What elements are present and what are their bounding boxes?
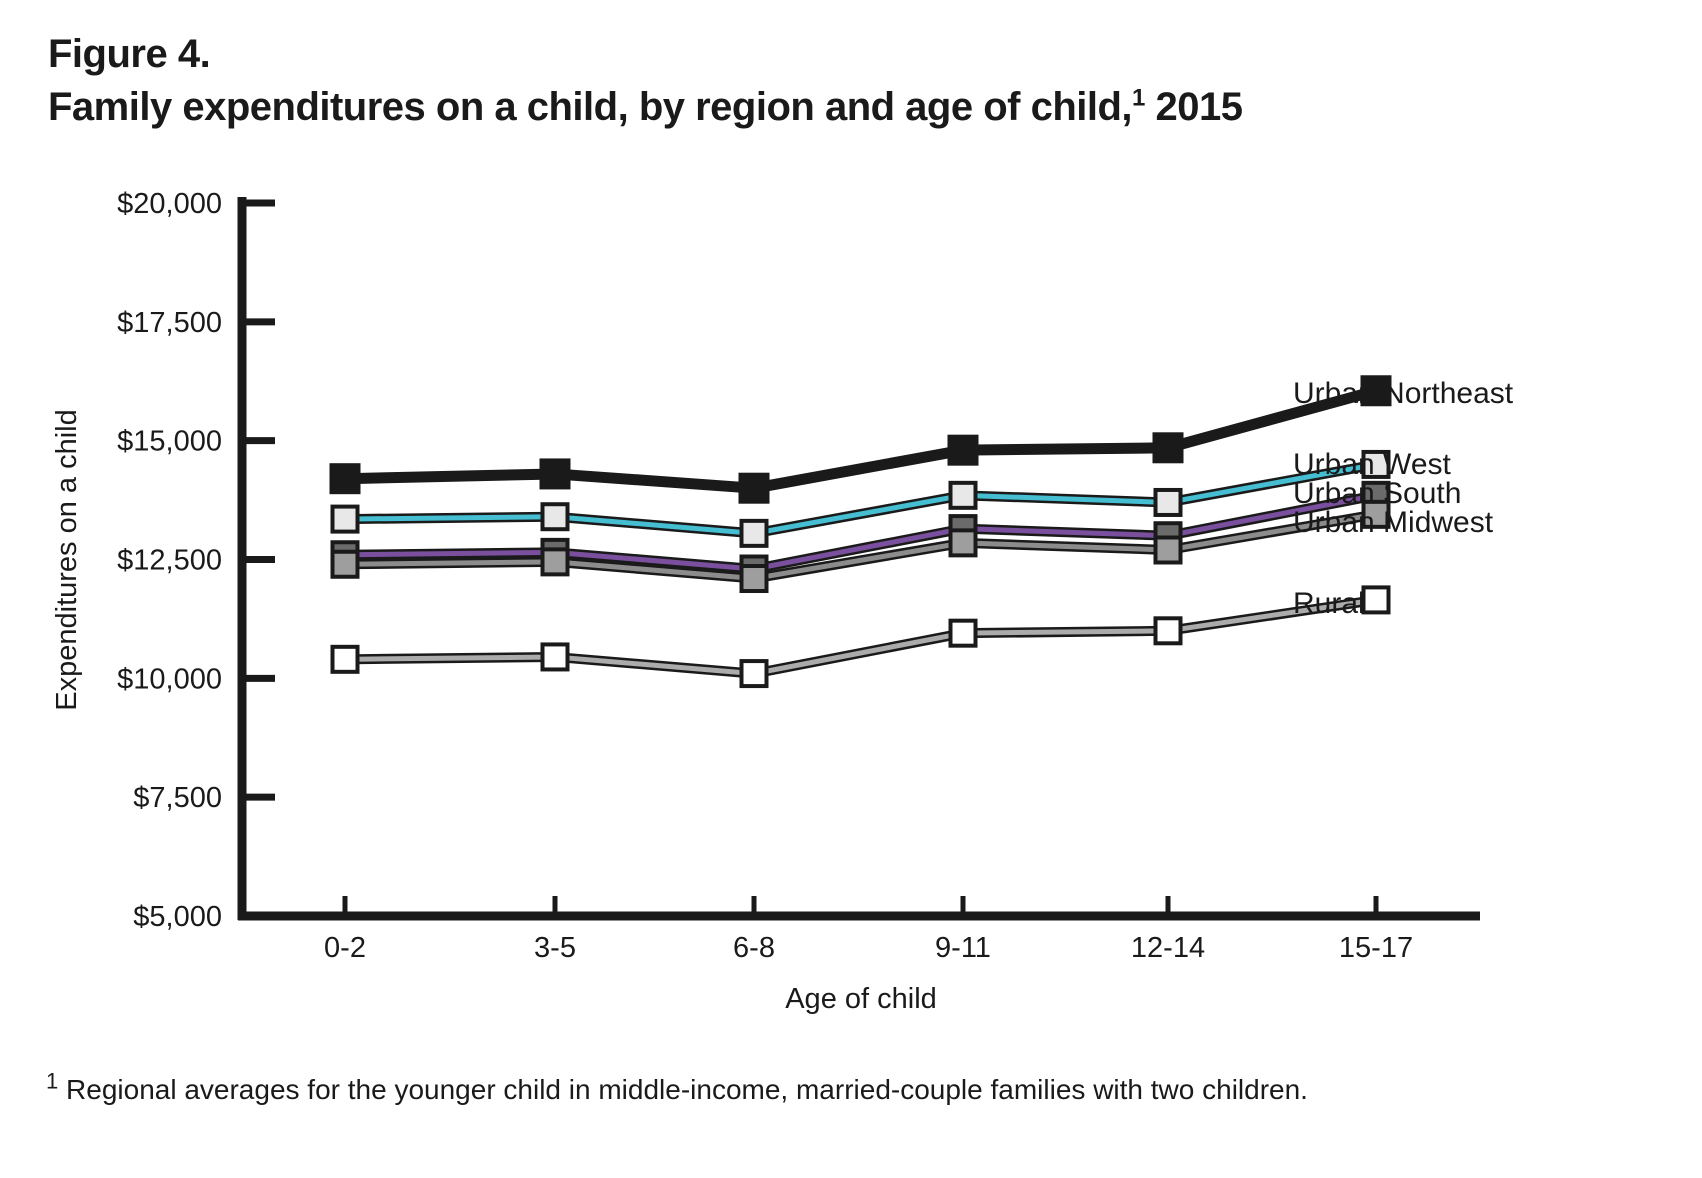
- series-marker-rural: [540, 642, 570, 672]
- series-marker-urban-midwest: [948, 528, 978, 558]
- x-tick-label: 6-8: [733, 932, 775, 964]
- figure-title-text: Family expenditures on a child, by regio…: [48, 85, 1133, 129]
- figure-title-year: 2015: [1144, 85, 1243, 129]
- y-tick-label: $15,000: [117, 426, 222, 458]
- footnote-superscript: 1: [46, 1068, 59, 1094]
- legend-label-urban-west: Urban West: [1293, 448, 1452, 481]
- series-marker-urban-west: [948, 480, 978, 510]
- x-tick-label: 15-17: [1339, 932, 1413, 964]
- series-marker-urban-midwest: [540, 547, 570, 577]
- x-tick-label: 0-2: [324, 932, 366, 964]
- title-superscript: 1: [1132, 84, 1145, 112]
- series-marker-urban-midwest: [330, 549, 360, 579]
- series-marker-urban-northeast: [329, 463, 361, 495]
- series-marker-urban-northeast: [947, 434, 979, 466]
- series-marker-rural: [330, 644, 360, 674]
- series-marker-rural: [739, 659, 769, 689]
- series-marker-urban-west: [1361, 449, 1391, 479]
- series-marker-rural: [1361, 585, 1391, 615]
- y-tick-label: $10,000: [117, 663, 222, 695]
- y-tick-label: $17,500: [117, 307, 222, 339]
- footnote-text: Regional averages for the younger child …: [58, 1074, 1308, 1105]
- series-marker-urban-northeast: [1152, 432, 1184, 464]
- y-axis-title: Expenditures on a child: [51, 409, 83, 710]
- series-marker-urban-midwest: [1153, 535, 1183, 565]
- series-marker-rural: [948, 618, 978, 648]
- legend-label-urban-northeast: Urban Northeast: [1293, 377, 1514, 410]
- y-tick-label: $12,500: [117, 545, 222, 577]
- series-line-casing-urban-northeast: [344, 385, 1378, 494]
- legend-label-urban-south: Urban South: [1293, 477, 1461, 510]
- series-marker-urban-northeast: [1360, 375, 1392, 407]
- series-line-urban-west: [344, 461, 1377, 536]
- series-marker-urban-northeast: [738, 472, 770, 504]
- series-line-rural: [344, 597, 1377, 677]
- y-tick-label: $5,000: [133, 901, 222, 933]
- legend-label-rural: Rural: [1293, 587, 1365, 620]
- series-marker-urban-west: [739, 518, 769, 548]
- x-tick-label: 9-11: [935, 932, 991, 964]
- x-tick-label: 12-14: [1131, 932, 1205, 964]
- x-tick-label: 3-5: [534, 932, 576, 964]
- series-marker-urban-west: [1153, 487, 1183, 517]
- y-tick-label: $20,000: [117, 188, 222, 220]
- figure-title-block: Figure 4. Family expenditures on a child…: [48, 28, 1243, 134]
- series-marker-urban-west: [330, 504, 360, 534]
- series-line-urban-south: [344, 492, 1377, 572]
- y-tick-label: $7,500: [133, 782, 222, 814]
- footnote: 1 Regional averages for the younger chil…: [46, 1070, 1308, 1106]
- series-marker-urban-west: [540, 502, 570, 532]
- figure-title: Family expenditures on a child, by regio…: [48, 81, 1243, 134]
- x-axis-title: Age of child: [785, 983, 937, 1015]
- series-line-urban-midwest: [344, 511, 1377, 582]
- series-marker-rural: [1153, 616, 1183, 646]
- series-marker-urban-midwest: [739, 564, 769, 594]
- series-marker-urban-northeast: [539, 458, 571, 490]
- legend-label-urban-midwest: Urban Midwest: [1293, 506, 1494, 539]
- figure-number: Figure 4.: [48, 32, 211, 76]
- series-line-casing-rural: [344, 594, 1377, 679]
- series-marker-urban-midwest: [1361, 499, 1391, 529]
